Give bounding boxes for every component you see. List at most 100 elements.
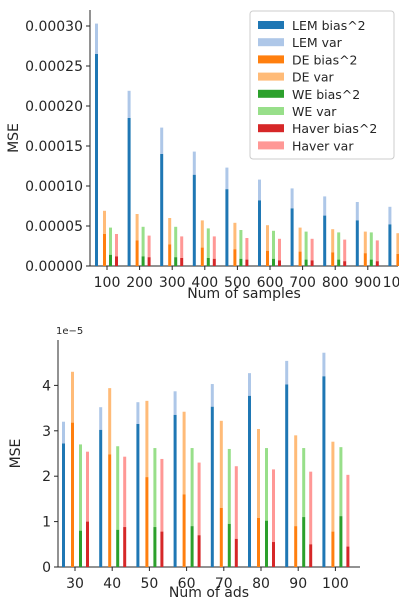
bar-var [147,235,151,258]
bar-bias [192,174,196,266]
bar-bias [331,531,335,567]
bar-bias [168,244,172,266]
bar-var [239,230,243,259]
bar-var [272,230,275,259]
bar-bias [145,477,149,567]
bar-var [225,167,229,190]
bar-bias [266,250,269,266]
bar-var [388,206,392,225]
bar-var [62,421,65,444]
bar-var [304,231,308,260]
bar-bias [108,454,112,567]
x-tick-label: 100 [322,576,349,592]
bar-bias [147,257,151,266]
bar-bias [233,249,237,266]
bar-var [135,214,139,241]
bar-var [136,402,140,424]
bar-bias [337,259,341,266]
bar-var [145,400,149,478]
legend-entry: LEM bias^2 [292,18,366,33]
bar-var [339,447,343,517]
bar-bias [285,384,289,567]
legend-swatch [258,72,284,81]
legend-swatch [258,21,284,29]
x-tick-label: 600 [257,275,284,291]
bar-bias [234,538,238,567]
bar-var [71,371,74,423]
bar-var [79,444,82,531]
bar-var [346,474,350,547]
bar-bias [135,240,139,266]
x-tick-label: 900 [354,275,381,291]
y-tick-label: 0.00005 [25,219,83,235]
legend-swatch [258,55,284,64]
bar-bias [375,261,379,266]
bar-bias [200,247,204,266]
bar-var [337,232,341,260]
x-axis-label: Num of samples [187,286,301,302]
bar-var [160,458,164,532]
bar-bias [71,422,74,567]
bar-bias [206,258,210,266]
bar-bias [257,517,260,567]
bar-bias [99,429,103,567]
bar-bias [141,256,145,266]
legend-swatch [258,124,284,133]
bar-var [294,435,298,527]
bar-var [233,222,237,250]
bar-bias [182,494,186,567]
bar-var [302,448,306,518]
x-tick-label: 300 [159,275,186,291]
bar-bias [355,220,359,266]
y-tick-label: 3 [42,424,51,440]
bar-bias [331,252,335,266]
bar-var [197,462,201,536]
bar-var [115,234,118,257]
bar-bias [123,527,127,567]
bar-var [168,218,172,245]
bar-bias [219,507,223,567]
bottom-chart-ads: 0 1 2 3 4 1e−5 30 40 50 60 70 80 90 100 Num of ads MSE [8,326,360,601]
bar-bias [62,443,65,567]
bar-bias [258,200,261,266]
legend-box [249,10,395,160]
bar-var [116,446,120,530]
bar-var [141,226,145,257]
bar-bias [210,406,214,567]
legend-swatch [258,141,284,150]
bar-var [248,373,251,396]
y-tick-label: 4 [42,378,51,394]
x-tick-label: 800 [322,275,349,291]
y-tick-label: 0.00030 [25,19,83,35]
x-tick-label: 40 [103,576,121,592]
bar-var [86,451,89,522]
bar-var [298,227,302,252]
bar-var [375,240,379,262]
legend-swatch [258,107,284,115]
bar-var [309,471,313,545]
bar-var [219,420,223,508]
bar-bias [190,526,194,567]
legend-entry: WE bias^2 [292,87,360,102]
bar-var [190,448,194,527]
bar-bias [197,535,201,567]
x-tick-label: 50 [140,576,158,592]
bar-bias [127,118,131,266]
legend-entry: DE bias^2 [292,52,358,67]
bar-var [95,23,98,54]
x-tick-label: 100 [94,275,121,291]
legend-entry: Haver bias^2 [292,121,377,136]
bar-var [234,466,238,539]
bar-bias [248,395,251,567]
bar-bias [323,215,327,266]
y-tick-label: 0.00010 [25,179,83,195]
legend-swatch [258,89,284,98]
bar-var [323,196,327,216]
bar-var [212,236,216,259]
bar-var [173,391,177,415]
x-tick-label: 80 [252,576,270,592]
bar-bias [115,256,118,266]
bar-bias [278,260,281,266]
bar-bias [79,530,82,567]
legend-entry: DE var [292,70,335,85]
